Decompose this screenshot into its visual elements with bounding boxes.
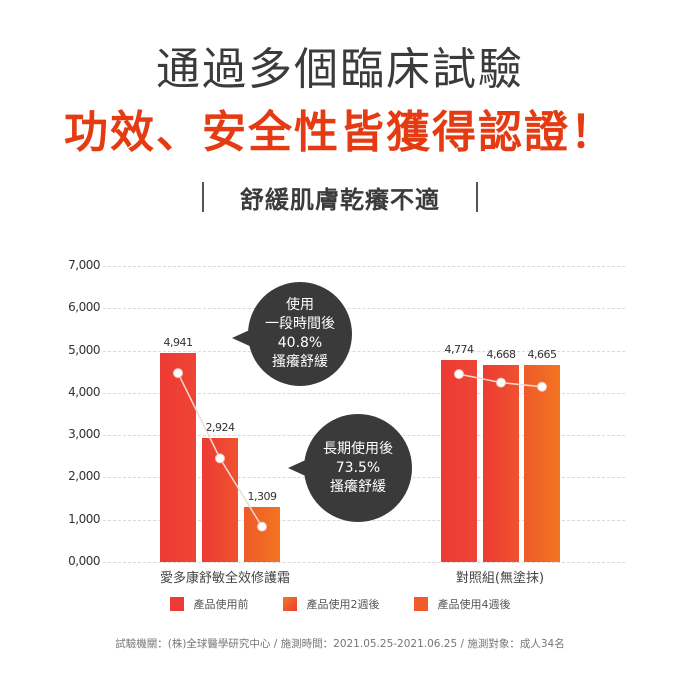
data-point-marker bbox=[496, 377, 506, 388]
bar bbox=[160, 353, 196, 562]
legend-label: 產品使用4週後 bbox=[437, 598, 511, 611]
callout-1-line3: 40.8% bbox=[277, 335, 323, 351]
data-point-marker bbox=[215, 453, 225, 464]
bar bbox=[524, 364, 560, 562]
bar bbox=[483, 364, 519, 562]
gridline bbox=[103, 308, 625, 310]
callout-bubble-1: 使用 一段時間後 40.8% 搔癢舒緩 bbox=[248, 282, 352, 386]
callout-2-line1: 長期使用後 bbox=[323, 440, 393, 457]
y-tick-label: 3,000 bbox=[68, 427, 100, 442]
legend-label: 產品使用前 bbox=[193, 598, 249, 611]
y-tick-label: 7,000 bbox=[68, 258, 100, 272]
legend-swatch-2weeks bbox=[282, 597, 297, 611]
chart-legend: 產品使用前 產品使用2週後 產品使用4週後 bbox=[0, 596, 680, 612]
y-tick-label: 5,000 bbox=[68, 342, 100, 357]
bar-value-label: 4,941 bbox=[163, 336, 194, 350]
callout-2-line2: 73.5% bbox=[335, 459, 381, 476]
callout-1-line4: 搔癢舒緩 bbox=[272, 354, 328, 370]
subtitle: 舒緩肌膚乾癢不適 bbox=[240, 185, 440, 214]
subtitle-divider-right bbox=[476, 182, 478, 212]
gridline bbox=[103, 392, 625, 394]
legend-item-2weeks: 產品使用2週後 bbox=[282, 596, 380, 612]
bar-value-label: 4,665 bbox=[527, 347, 558, 361]
data-point-marker bbox=[537, 381, 547, 392]
legend-label: 產品使用2週後 bbox=[306, 598, 380, 611]
title-line1: 通過多個臨床試驗 bbox=[156, 44, 524, 95]
data-point-marker bbox=[257, 521, 267, 532]
gridline bbox=[103, 562, 625, 563]
gridline bbox=[103, 266, 625, 267]
legend-item-before: 產品使用前 bbox=[169, 596, 249, 612]
legend-item-4weeks: 產品使用4週後 bbox=[413, 596, 511, 612]
title-line2: 功效、安全性皆獲得認證！ bbox=[64, 107, 616, 158]
category-label-control: 對照組(無塗抹) bbox=[455, 571, 545, 586]
callout-2-line3: 搔癢舒緩 bbox=[330, 478, 386, 495]
legend-swatch-before bbox=[169, 597, 184, 611]
bar-value-label: 2,924 bbox=[205, 421, 236, 435]
bar bbox=[441, 360, 477, 562]
callout-1-line2: 一段時間後 bbox=[265, 316, 335, 332]
bar-value-label: 4,668 bbox=[486, 347, 517, 361]
callout-bubble-2: 長期使用後 73.5% 搔癢舒緩 bbox=[304, 414, 412, 522]
bar bbox=[244, 506, 280, 562]
subtitle-divider-left bbox=[202, 182, 204, 212]
y-tick-label: 0,000 bbox=[68, 554, 100, 568]
y-tick-label: 1,000 bbox=[68, 511, 100, 526]
study-footnote: 試驗機關：(株)全球醫學研究中心 / 施測時間：2021.05.25-2021.… bbox=[115, 638, 565, 650]
category-label-product: 愛多康舒敏全效修護霜 bbox=[159, 571, 290, 586]
y-tick-label: 4,000 bbox=[68, 384, 100, 399]
data-point-marker bbox=[173, 368, 183, 379]
y-tick-label: 6,000 bbox=[68, 300, 100, 315]
legend-swatch-4weeks bbox=[413, 597, 428, 611]
bar-value-label: 1,309 bbox=[247, 489, 278, 503]
y-tick-label: 2,000 bbox=[68, 469, 100, 484]
subtitle-block: 舒緩肌膚乾癢不適 bbox=[0, 177, 680, 217]
bar-value-label: 4,774 bbox=[444, 343, 475, 357]
data-point-marker bbox=[454, 369, 464, 380]
callout-1-line1: 使用 bbox=[286, 297, 314, 313]
gridline bbox=[103, 350, 625, 352]
